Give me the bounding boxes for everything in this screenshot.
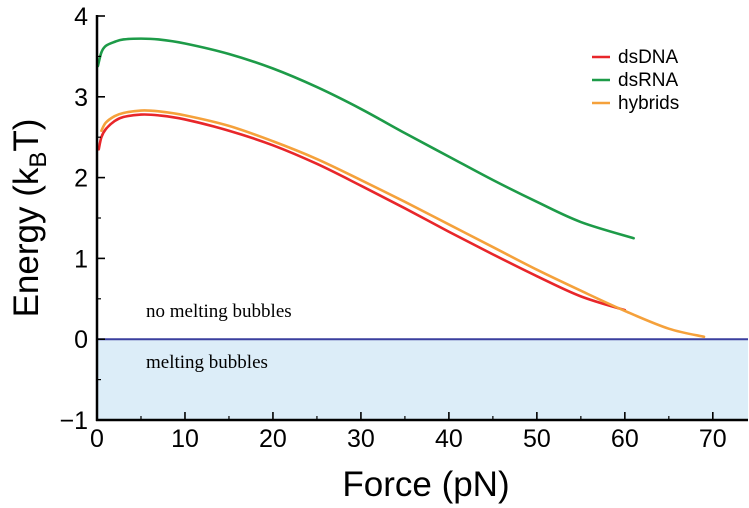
y-tick-label: 1 bbox=[74, 245, 88, 273]
x-tick-label: 0 bbox=[90, 425, 104, 453]
x-tick-label: 30 bbox=[347, 425, 375, 453]
series-line-hybrids bbox=[100, 109, 706, 339]
x-tick-label: 60 bbox=[611, 425, 639, 453]
legend-label-dsDNA: dsDNA bbox=[618, 47, 679, 68]
x-tick-label: 50 bbox=[523, 425, 551, 453]
y-tick-label: 2 bbox=[74, 165, 88, 193]
annotation-melting: melting bubbles bbox=[146, 352, 268, 373]
melting-region bbox=[97, 339, 748, 420]
x-tick-label: 70 bbox=[699, 425, 727, 453]
y-axis-title-sub: B bbox=[25, 152, 52, 168]
legend-label-dsRNA: dsRNA bbox=[618, 70, 679, 91]
series-line-dsDNA bbox=[97, 113, 627, 312]
series-layer bbox=[96, 37, 706, 339]
annotation-no-melting: no melting bubbles bbox=[146, 301, 292, 322]
series-line-dsRNA bbox=[96, 37, 635, 240]
x-tick-label: 40 bbox=[435, 425, 463, 453]
y-axis-title-main: Energy (k bbox=[7, 167, 46, 317]
y-tick-label: −1 bbox=[59, 407, 88, 435]
y-tick-label: 0 bbox=[74, 326, 88, 354]
y-axis-title: Energy (kBT) bbox=[7, 119, 52, 318]
legend-label-hybrids: hybrids bbox=[618, 93, 679, 114]
y-tick-label: 4 bbox=[74, 3, 88, 31]
y-tick-label: 3 bbox=[74, 84, 88, 112]
x-tick-label: 20 bbox=[259, 425, 287, 453]
x-axis-title: Force (pN) bbox=[342, 465, 509, 504]
x-tick-label: 10 bbox=[171, 425, 199, 453]
y-axis-title-tail: T) bbox=[7, 119, 46, 152]
